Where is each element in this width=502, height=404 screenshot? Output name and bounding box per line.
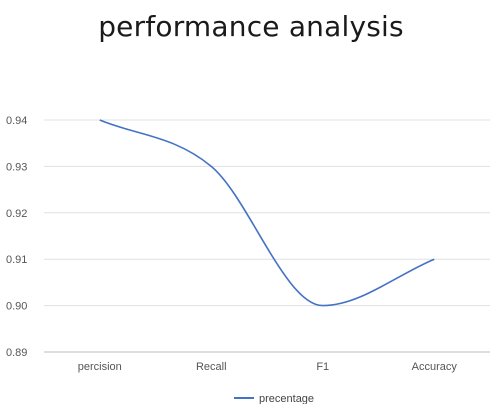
y-tick-label: 0.93 [6,161,27,173]
y-tick-label: 0.90 [6,301,27,313]
x-tick-label: percision [78,361,122,373]
data-point [210,165,212,167]
x-tick-label: Recall [196,361,227,373]
series-line [99,119,435,307]
data-point [99,119,101,121]
y-tick-label: 0.94 [6,115,27,127]
chart-title: performance analysis [98,10,404,43]
x-tick-label: Accuracy [412,361,458,373]
x-tick-label: F1 [316,361,329,373]
series-layer [99,119,435,307]
legend: precentage [234,393,314,404]
legend-label: precentage [259,393,314,404]
y-tick-label: 0.89 [6,347,27,359]
data-point [322,304,324,306]
y-tick-label: 0.92 [6,208,27,220]
x-axis-ticks: percision Recall F1 Accuracy [78,361,458,373]
y-axis-ticks: 0.94 0.93 0.92 0.91 0.90 0.89 [6,115,27,359]
data-point [433,258,435,260]
y-tick-label: 0.91 [6,254,27,266]
gridlines [44,119,490,353]
